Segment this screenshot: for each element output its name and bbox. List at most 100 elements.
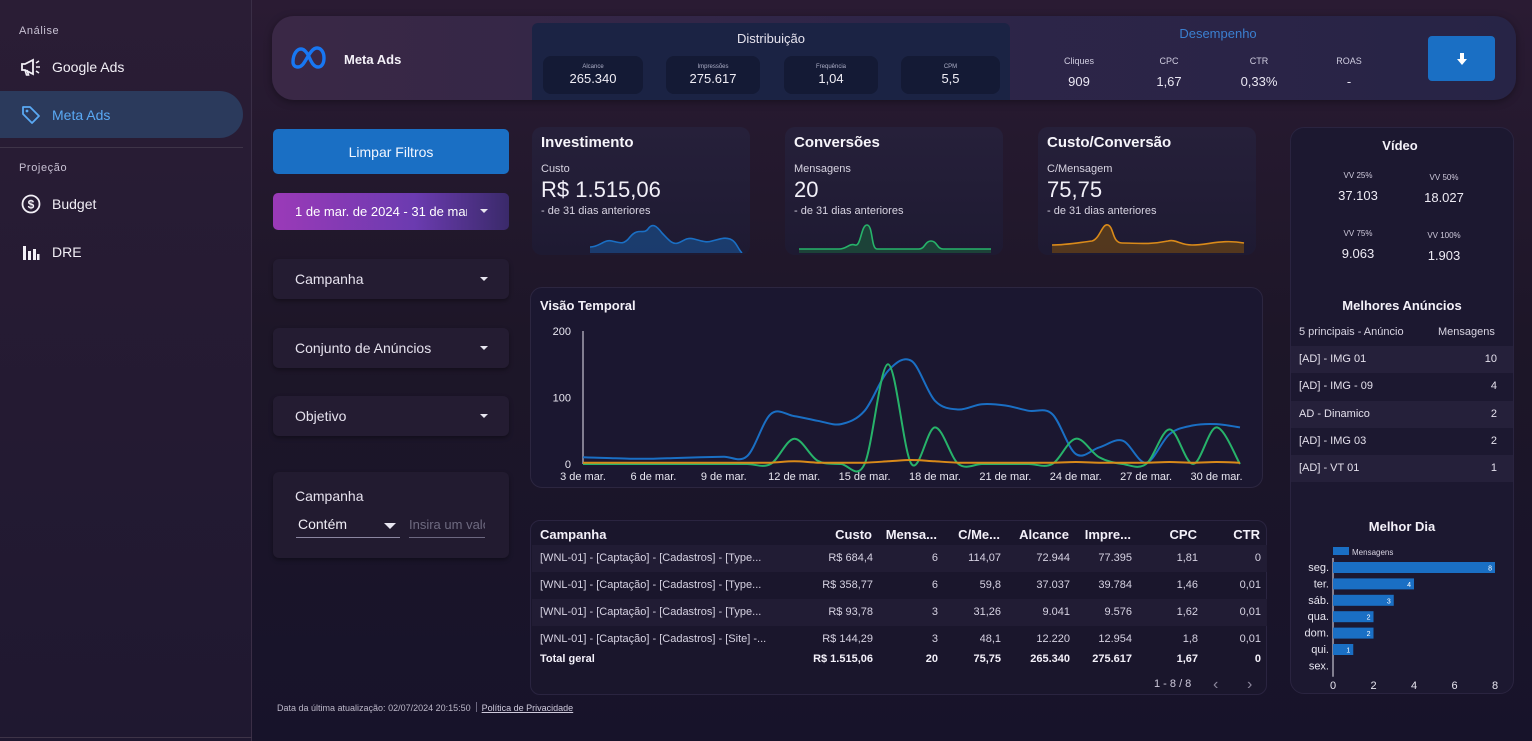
- best-ad-name: [AD] - IMG - 09: [1299, 380, 1373, 393]
- adset-filter[interactable]: Conjunto de Anúncios: [273, 328, 509, 368]
- x-tick-label: 21 de mar.: [979, 471, 1031, 483]
- scorecard-value: R$ 1.515,06: [541, 177, 661, 202]
- cell-campaign: [WNL-01] - [Captação] - [Cadastros] - [T…: [540, 552, 762, 564]
- table-row[interactable]: [WNL-01] - [Captação] - [Cadastros] - [T…: [532, 572, 1267, 599]
- table-cell: 114,07: [968, 552, 1001, 564]
- clear-filters-button[interactable]: Limpar Filtros: [273, 129, 509, 174]
- table-cell: 12.220: [1036, 633, 1070, 645]
- table-header-reach[interactable]: Alcance: [1019, 527, 1069, 542]
- sidebar-item-meta-ads[interactable]: Meta Ads: [0, 91, 243, 138]
- best-ad-name: [AD] - VT 01: [1299, 462, 1360, 475]
- bar-value-label: 1: [1346, 648, 1350, 655]
- campaign-filter[interactable]: Campanha: [273, 259, 509, 299]
- best-ads-header: 5 principais - Anúncio Mensagens: [1299, 326, 1499, 338]
- x-tick-label: 12 de mar.: [768, 471, 820, 483]
- table-cell: 1,81: [1176, 552, 1198, 564]
- x-tick-label: 18 de mar.: [909, 471, 961, 483]
- table-header-ctr[interactable]: CTR: [1233, 527, 1260, 542]
- table-cell: 1,8: [1182, 633, 1198, 645]
- legend-swatch: [1333, 547, 1349, 555]
- kpi-value: 909: [1068, 74, 1090, 89]
- best-ad-row: [AD] - IMG 03 2: [1291, 428, 1513, 455]
- x-tick-label: 27 de mar.: [1120, 471, 1172, 483]
- kpi-label: CPC: [1159, 56, 1179, 66]
- scorecard-metric: Mensagens: [794, 163, 851, 175]
- kpi-ctr: CTR 0,33%: [1229, 56, 1289, 89]
- scorecard-value: 20: [794, 177, 819, 202]
- total-ctr: 0: [1254, 653, 1261, 665]
- table-cell: 3: [931, 606, 938, 618]
- best-ad-row: [AD] - VT 01 1: [1291, 455, 1513, 483]
- table-row[interactable]: [WNL-01] - [Captação] - [Cadastros] - [T…: [532, 545, 1267, 572]
- total-impressions: 275.617: [1092, 653, 1132, 665]
- sidebar-item-budget[interactable]: $ Budget: [0, 180, 243, 227]
- x-tick-label: 24 de mar.: [1050, 471, 1102, 483]
- table-row[interactable]: [WNL-01] - [Captação] - [Cadastros] - [T…: [532, 599, 1267, 626]
- timeline-chart-card: Visão Temporal 0 100 200 3 de mar. 6 de mar.…: [530, 287, 1263, 488]
- video-vv50: VV 50% 18.027: [1409, 173, 1479, 205]
- category-label: ter.: [1314, 578, 1329, 590]
- date-range-picker[interactable]: 1 de mar. de 2024 - 31 de mar. de 2024: [273, 193, 509, 230]
- video-title: Vídeo: [1382, 138, 1418, 153]
- campaign-search-input[interactable]: Insira um valor: [409, 514, 485, 538]
- match-operator-select[interactable]: Contém: [296, 514, 400, 538]
- kpi-roas: ROAS -: [1319, 56, 1379, 89]
- y-tick-label: 100: [553, 393, 571, 405]
- scorecard-value: 75,75: [1047, 177, 1103, 202]
- bar-value-label: 8: [1488, 566, 1492, 573]
- table-header-campaign[interactable]: Campanha: [540, 527, 607, 542]
- table-cell: 9.576: [1104, 606, 1132, 618]
- table-row[interactable]: [WNL-01] - [Captação] - [Cadastros] - [S…: [532, 626, 1267, 653]
- table-header-cost-per-message[interactable]: C/Me...: [958, 527, 1000, 542]
- kpi-value: -: [1346, 74, 1352, 89]
- kpi-reach: Alcance 265.340: [543, 56, 643, 94]
- best-ad-messages: 10: [1484, 353, 1497, 365]
- kpi-clicks: Cliques 909: [1049, 56, 1109, 89]
- kpi-value: 1,67: [1156, 74, 1182, 89]
- bar: [1333, 594, 1394, 606]
- chevron-left-icon[interactable]: ‹: [1213, 676, 1219, 693]
- page-title: Meta Ads: [344, 52, 402, 67]
- download-button[interactable]: [1428, 36, 1495, 81]
- table-header-impressions[interactable]: Impre...: [1084, 527, 1131, 542]
- total-cost: R$ 1.515,06: [813, 653, 873, 665]
- table-header-cost[interactable]: Custo: [835, 527, 872, 542]
- table-header-cpc[interactable]: CPC: [1169, 527, 1197, 542]
- best-ads-col-ad: 5 principais - Anúncio: [1299, 326, 1404, 338]
- privacy-link[interactable]: Política de Privacidade: [481, 703, 574, 713]
- sidebar-item-google-ads[interactable]: Google Ads: [0, 43, 243, 90]
- kpi-value: 275.617: [689, 71, 737, 86]
- scorecard-metric: Custo: [541, 163, 570, 175]
- bar-value-label: 2: [1367, 615, 1371, 622]
- best-ad-name: AD - Dinamico: [1299, 407, 1370, 420]
- sparkline-investment: [590, 224, 743, 253]
- sidebar-item-label: Google Ads: [52, 58, 125, 75]
- table-header-messages[interactable]: Mensa...: [885, 527, 937, 542]
- table-cell: 12.954: [1098, 633, 1132, 645]
- bar: [1333, 578, 1414, 590]
- filter-label: Objetivo: [295, 408, 347, 424]
- x-tick-label: 0: [1330, 680, 1336, 692]
- table-cell: R$ 358,77: [822, 579, 873, 591]
- best-ad-row: AD - Dinamico 2: [1291, 400, 1513, 428]
- section-projection-label: Projeção: [19, 162, 68, 174]
- objective-filter[interactable]: Objetivo: [273, 396, 509, 436]
- scorecard-title: Custo/Conversão: [1047, 134, 1172, 151]
- chevron-right-icon[interactable]: ›: [1247, 676, 1253, 693]
- section-analysis-label: Análise: [19, 25, 60, 37]
- performance-title: Desempenho: [1179, 26, 1257, 41]
- chevron-down-icon: [480, 414, 488, 418]
- table-cell: 0,01: [1239, 606, 1261, 618]
- best-ad-name: [AD] - IMG 03: [1299, 434, 1367, 447]
- sidebar-item-dre[interactable]: DRE: [0, 228, 243, 275]
- scorecard-comparison: - de 31 dias anteriores: [1047, 205, 1157, 217]
- date-range-value: 1 de mar. de 2024 - 31 de mar. de 2024: [295, 204, 467, 219]
- table-pager: 1 - 8 / 8: [1154, 678, 1192, 690]
- table-cell: 1,46: [1176, 579, 1198, 591]
- best-ad-messages: 1: [1490, 462, 1497, 475]
- bar-value-label: 2: [1367, 631, 1371, 638]
- bar-value-label: 3: [1387, 598, 1391, 605]
- video-vv75: VV 75% 9.063: [1323, 229, 1393, 261]
- x-tick-label: 3 de mar.: [560, 471, 606, 483]
- table-cell: 0,01: [1239, 579, 1261, 591]
